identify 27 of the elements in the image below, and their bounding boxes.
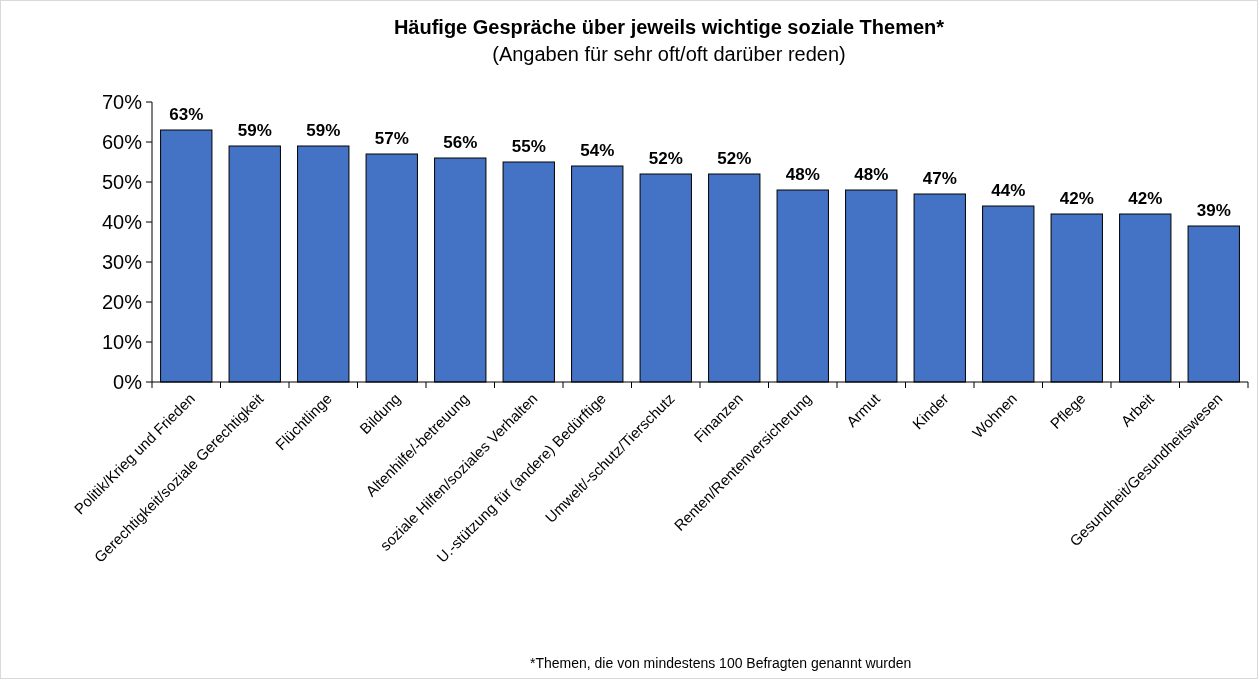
data-label: 59% bbox=[306, 121, 341, 140]
y-tick-label: 0% bbox=[113, 371, 143, 393]
data-label: 57% bbox=[374, 129, 409, 148]
data-label: 42% bbox=[1128, 189, 1163, 208]
data-label: 48% bbox=[854, 165, 889, 184]
y-tick-label: 20% bbox=[101, 291, 143, 313]
y-tick-label: 60% bbox=[101, 131, 143, 153]
chart-title: Häufige Gespräche über jeweils wichtige soziale Themen* bbox=[393, 16, 945, 38]
data-label: 54% bbox=[580, 141, 615, 160]
y-tick-label: 10% bbox=[101, 331, 143, 353]
data-label: 48% bbox=[785, 165, 820, 184]
data-label: 55% bbox=[511, 137, 546, 156]
text: *Themen, die von mindestens 100 Befragten genannt wurden bbox=[530, 655, 912, 671]
chart-subtitle: (Angaben für sehr oft/oft darüber reden) bbox=[492, 43, 846, 65]
y-tick-label: 70% bbox=[101, 91, 143, 113]
data-label: 52% bbox=[648, 149, 683, 168]
data-label: 39% bbox=[1196, 201, 1231, 220]
data-label: 56% bbox=[443, 133, 478, 152]
y-tick-label: 30% bbox=[101, 251, 143, 273]
data-label: 44% bbox=[991, 181, 1026, 200]
data-label: 42% bbox=[1059, 189, 1094, 208]
y-tick-label: 50% bbox=[101, 171, 143, 193]
data-label: 59% bbox=[237, 121, 272, 140]
data-label: 63% bbox=[169, 105, 204, 124]
data-label: 52% bbox=[717, 149, 752, 168]
y-tick-label: 40% bbox=[101, 211, 143, 233]
data-label: 47% bbox=[922, 169, 957, 188]
